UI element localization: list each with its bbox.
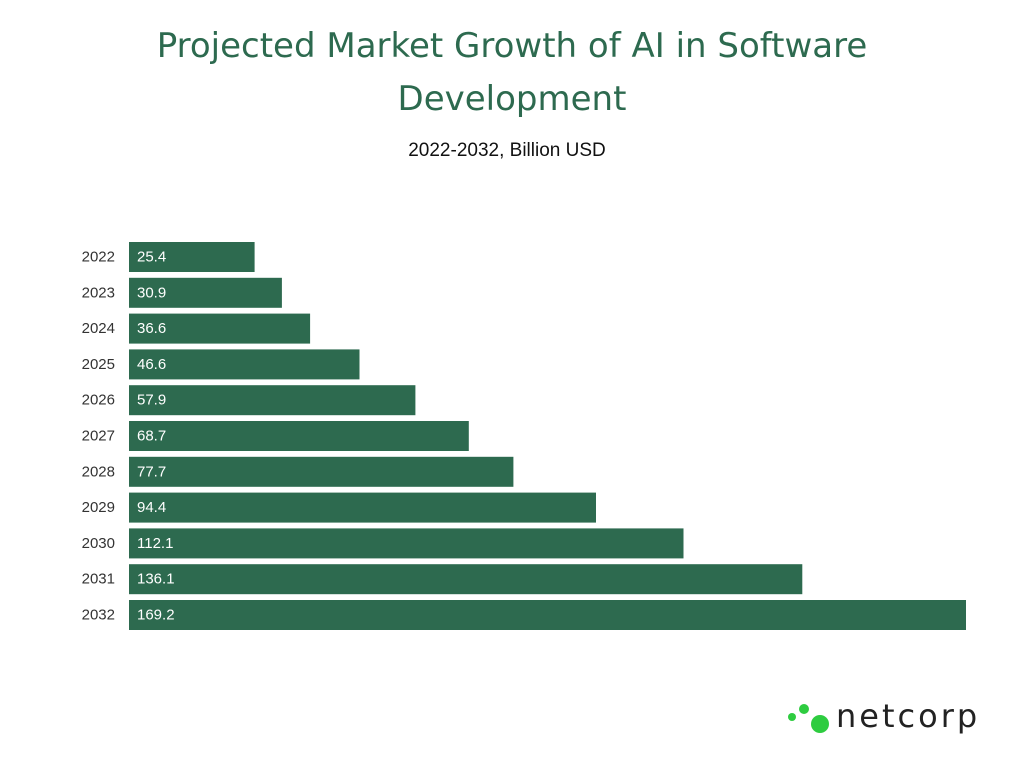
value-label-2026: 57.9 bbox=[137, 392, 166, 409]
chart-subtitle: 2022-2032, Billion USD bbox=[408, 140, 606, 161]
bar-2023 bbox=[129, 277, 282, 308]
bar-2030 bbox=[129, 528, 684, 559]
category-label-2026: 2026 bbox=[82, 392, 115, 409]
category-label-2032: 2032 bbox=[82, 607, 115, 624]
chart-title: Projected Market Growth of AI in Softwar… bbox=[156, 26, 868, 119]
bar-2029 bbox=[129, 492, 596, 523]
value-label-2025: 46.6 bbox=[137, 356, 166, 373]
category-label-2029: 2029 bbox=[82, 499, 115, 516]
value-label-2031: 136.1 bbox=[137, 571, 175, 588]
value-label-2028: 77.7 bbox=[137, 463, 166, 480]
bar-2028 bbox=[129, 456, 514, 487]
value-label-2027: 68.7 bbox=[137, 428, 166, 445]
category-label-2028: 2028 bbox=[82, 463, 115, 480]
category-label-2022: 2022 bbox=[82, 249, 115, 266]
bar-2024 bbox=[129, 313, 311, 344]
logo-dot-small bbox=[788, 713, 796, 721]
bar-2026 bbox=[129, 385, 416, 416]
logo-dot-large bbox=[811, 715, 829, 733]
brand-name: netcorp bbox=[836, 697, 981, 735]
brand-logo: netcorp bbox=[786, 696, 1006, 740]
category-label-2024: 2024 bbox=[82, 320, 115, 337]
value-label-2029: 94.4 bbox=[137, 499, 166, 516]
logo-dot-medium bbox=[799, 704, 809, 714]
category-label-2030: 2030 bbox=[82, 535, 115, 552]
value-label-2023: 30.9 bbox=[137, 284, 166, 301]
bar-2031 bbox=[129, 564, 803, 595]
category-label-2025: 2025 bbox=[82, 356, 115, 373]
bar-2022 bbox=[129, 242, 255, 272]
value-label-2024: 36.6 bbox=[137, 320, 166, 337]
three-dots-icon bbox=[788, 704, 829, 733]
value-label-2030: 112.1 bbox=[137, 535, 173, 552]
category-label-2023: 2023 bbox=[82, 284, 115, 301]
category-label-2027: 2027 bbox=[82, 428, 115, 445]
bar-2032 bbox=[129, 600, 966, 630]
bar-2027 bbox=[129, 421, 469, 451]
category-label-2031: 2031 bbox=[82, 571, 115, 588]
value-label-2032: 169.2 bbox=[137, 607, 175, 624]
bar-2025 bbox=[129, 349, 360, 380]
value-label-2022: 25.4 bbox=[137, 249, 166, 266]
